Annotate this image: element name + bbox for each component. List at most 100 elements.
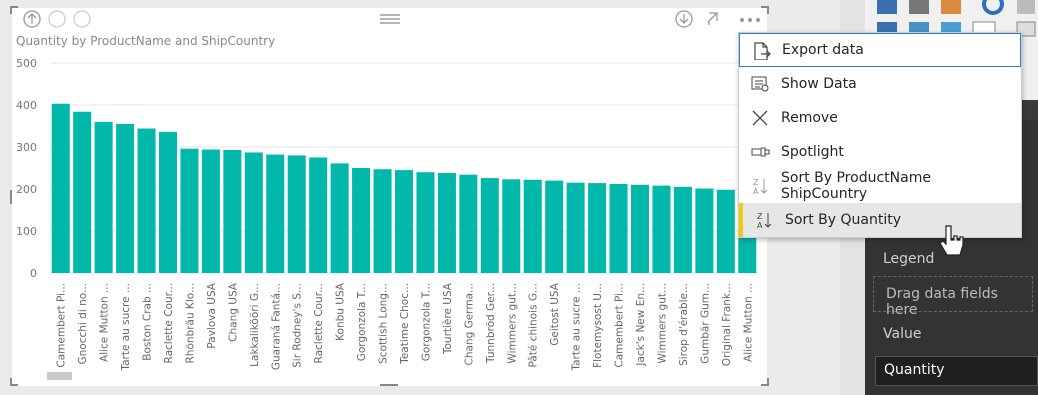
y-tick-label: 500 [16, 57, 37, 70]
x-tick-label: Sir Rodney's S... [292, 283, 304, 368]
legend-drop-zone[interactable]: Drag data fields here [873, 276, 1033, 318]
legend-label: Legend [883, 251, 935, 267]
y-tick-label: 300 [16, 141, 37, 154]
bar [352, 168, 371, 273]
menu-label: Sort By Quantity [785, 212, 901, 228]
bar [116, 123, 135, 274]
bar [480, 178, 499, 273]
menu-icon: ZA [753, 178, 768, 195]
bar [158, 131, 178, 273]
x-tick-label: Alice Mutton ... [742, 283, 754, 362]
x-tick-label: Raclette Cour... [163, 283, 175, 363]
x-tick-label: Chang Germa... [463, 283, 475, 365]
bar [309, 157, 328, 273]
x-tick-label: Gumbär Gum... [699, 283, 711, 364]
bar [73, 111, 92, 273]
menu-icon [752, 110, 768, 126]
bar [459, 174, 478, 273]
header-icons [23, 10, 760, 28]
menu-label: Spotlight [781, 144, 844, 160]
menu-label: Show Data [781, 76, 857, 92]
x-tick-label: Gorgonzola T... [420, 283, 432, 361]
y-tick-label: 100 [16, 225, 37, 238]
svg-text:Z: Z [753, 178, 759, 187]
bar [695, 188, 714, 273]
bar [373, 169, 392, 273]
svg-text:Z: Z [757, 212, 763, 221]
bar [502, 179, 521, 273]
menu-icon [751, 76, 769, 92]
menu-icon [754, 42, 771, 60]
x-tick-label: Tunnbröd Ger... [485, 283, 497, 364]
menu-label: Export data [782, 42, 864, 58]
x-tick-label: Teatime Choc... [399, 283, 411, 365]
x-tick-label: Lakkalikööri G... [249, 283, 261, 367]
cursor [939, 225, 964, 256]
menu-item[interactable]: Show Data [739, 67, 1021, 101]
chart-title: Quantity by ProductName and ShipCountry [16, 34, 275, 48]
bar [330, 163, 349, 273]
menu-item[interactable]: Export data [739, 33, 1021, 67]
menu-item[interactable]: Spotlight [739, 135, 1021, 169]
bar [137, 128, 156, 273]
bar [652, 185, 671, 273]
menu-item[interactable]: Z A Sort By ProductName ShipCountry [739, 169, 1021, 203]
x-tick-label: Guaraná Fantá... [270, 283, 282, 370]
x-tick-label: Pâté chinois G... [528, 283, 540, 368]
x-tick-label: Pavlova USA [206, 282, 218, 348]
y-tick-label: 200 [16, 183, 37, 196]
value-label: Value [883, 326, 922, 342]
x-tick-label: Wimmers gut... [506, 283, 518, 364]
menu-item[interactable]: Z A Sort By Quantity [739, 203, 1021, 237]
x-tick-label: Raclette Cour... [313, 283, 325, 363]
bar [588, 183, 607, 273]
svg-text:A: A [753, 187, 759, 195]
menu-item[interactable]: Remove [739, 101, 1021, 135]
x-tick-label: Wimmers gut... [656, 283, 668, 364]
x-tick-label: Sirop d'érable... [678, 283, 690, 366]
scrollbar[interactable] [47, 372, 72, 380]
x-tick-label: Flotemysost U... [592, 283, 604, 368]
x-tick-label: Alice Mutton ... [99, 283, 111, 362]
bar [545, 180, 564, 273]
x-tick-label: Tarte au sucre ... [571, 283, 583, 372]
menu-label: Sort By ProductName ShipCountry [781, 170, 931, 202]
x-tick-label: Tarte au sucre ... [120, 283, 132, 372]
x-tick-label: Rhönbräu Klo... [184, 283, 196, 364]
x-tick-label: Camembert Pi... [56, 283, 68, 368]
x-tick-label: Boston Crab ... [142, 283, 154, 361]
bar [566, 182, 585, 273]
x-tick-label: Konbu USA [335, 282, 347, 341]
bar [673, 186, 692, 273]
bar [266, 154, 285, 273]
context-menu: Export data Show Data Remove Spotlight Z A Sor… [738, 32, 1022, 238]
svg-text:A: A [757, 221, 763, 229]
menu-label: Remove [781, 110, 838, 126]
x-tick-label: Chang USA [227, 282, 239, 342]
x-tick-label: Geitost USA [549, 282, 561, 346]
y-tick-label: 400 [16, 99, 37, 112]
bar [51, 103, 70, 274]
x-tick-label: Jack's New En... [635, 283, 647, 367]
bar [244, 152, 263, 273]
bar [223, 149, 242, 273]
bar [437, 173, 456, 273]
bar [94, 121, 113, 273]
x-tick-label: Gorgonzola T... [356, 283, 368, 361]
menu-icon: ZA [757, 212, 772, 229]
value-field[interactable]: Quantity [875, 356, 1038, 386]
bar [630, 184, 650, 273]
bar [287, 155, 306, 273]
x-tick-label: Scottish Long... [378, 283, 390, 364]
x-tick-label: Tourtière USA [442, 282, 454, 355]
x-tick-label: Original Frank... [721, 283, 733, 366]
bar [201, 149, 220, 273]
bar [609, 183, 628, 273]
x-tick-label: Camembert Pi... [614, 283, 626, 368]
menu-icon [751, 147, 770, 157]
bar [523, 179, 542, 273]
bar [416, 172, 435, 273]
bar [394, 170, 414, 273]
chart: Quantity by ProductName and ShipCountry … [10, 6, 769, 386]
y-tick-label: 0 [30, 267, 37, 280]
